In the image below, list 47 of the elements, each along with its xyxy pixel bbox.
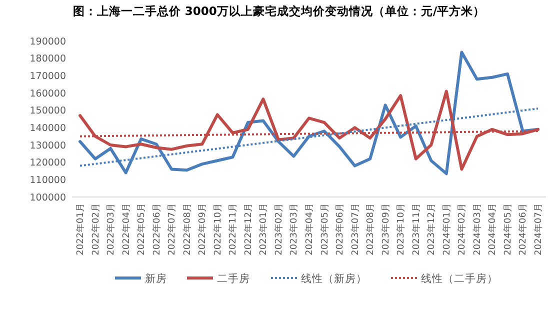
y-tick-label: 130000 xyxy=(30,140,66,152)
x-tick-label: 2023年10月 xyxy=(396,203,407,256)
legend-label: 新房 xyxy=(145,272,167,285)
x-tick-label: 2023年03月 xyxy=(288,203,300,256)
x-tick-label: 2023年05月 xyxy=(319,203,330,256)
x-tick-label: 2023年04月 xyxy=(304,203,315,256)
y-tick-label: 140000 xyxy=(30,122,66,134)
x-tick-label: 2023年02月 xyxy=(273,203,284,256)
legend-label: 线性（二手房） xyxy=(421,272,498,285)
y-tick-label: 190000 xyxy=(30,36,66,48)
x-tick-label: 2022年02月 xyxy=(90,203,102,256)
x-tick-label: 2023年01月 xyxy=(258,203,270,256)
x-tick-label: 2022年12月 xyxy=(242,203,254,256)
x-tick-label: 2024年07月 xyxy=(533,203,544,256)
y-tick-label: 100000 xyxy=(30,192,66,204)
x-tick-label: 2024年06月 xyxy=(518,203,529,256)
x-tick-label: 2022年03月 xyxy=(106,203,117,256)
y-tick-label: 160000 xyxy=(30,88,66,100)
x-tick-label: 2022年10月 xyxy=(212,203,224,256)
x-tick-label: 2023年06月 xyxy=(334,203,346,256)
y-tick-label: 120000 xyxy=(30,158,66,169)
x-tick-label: 2022年11月 xyxy=(228,203,239,256)
line-series xyxy=(78,50,540,176)
x-tick-label: 2022年01月 xyxy=(75,203,86,256)
x-tick-label: 2022年06月 xyxy=(151,203,162,256)
y-tick-label: 180000 xyxy=(30,54,66,65)
x-tick-label: 2023年07月 xyxy=(350,203,361,256)
x-tick-label: 2022年07月 xyxy=(166,203,178,256)
x-tick-label: 2022年04月 xyxy=(120,203,132,256)
x-tick-label: 2024年03月 xyxy=(472,203,483,256)
y-tick-label: 150000 xyxy=(30,106,66,117)
x-tick-label: 2023年09月 xyxy=(380,203,392,256)
legend-label: 二手房 xyxy=(217,272,250,285)
x-tick-label: 2024年02月 xyxy=(456,203,468,256)
x-tick-label: 2024年05月 xyxy=(502,203,514,256)
chart-title: 图：上海一二手总价 3000万以上豪宅成交均价变动情况（单位：元/平方米） xyxy=(72,4,486,18)
x-tick-label: 2022年08月 xyxy=(182,203,193,256)
x-tick-label: 2023年08月 xyxy=(365,203,376,256)
x-tick-label: 2024年04月 xyxy=(487,203,498,256)
x-tick-label: 2024年01月 xyxy=(441,203,452,256)
y-tick-label: 170000 xyxy=(30,70,66,82)
y-tick-label: 110000 xyxy=(30,174,66,186)
x-tick-label: 2022年05月 xyxy=(136,203,148,256)
x-tick-label: 2022年09月 xyxy=(197,203,208,256)
x-tick-label: 2023年12月 xyxy=(426,203,438,256)
legend-label: 线性（新房） xyxy=(301,272,367,285)
x-tick-label: 2023年11月 xyxy=(410,203,422,256)
